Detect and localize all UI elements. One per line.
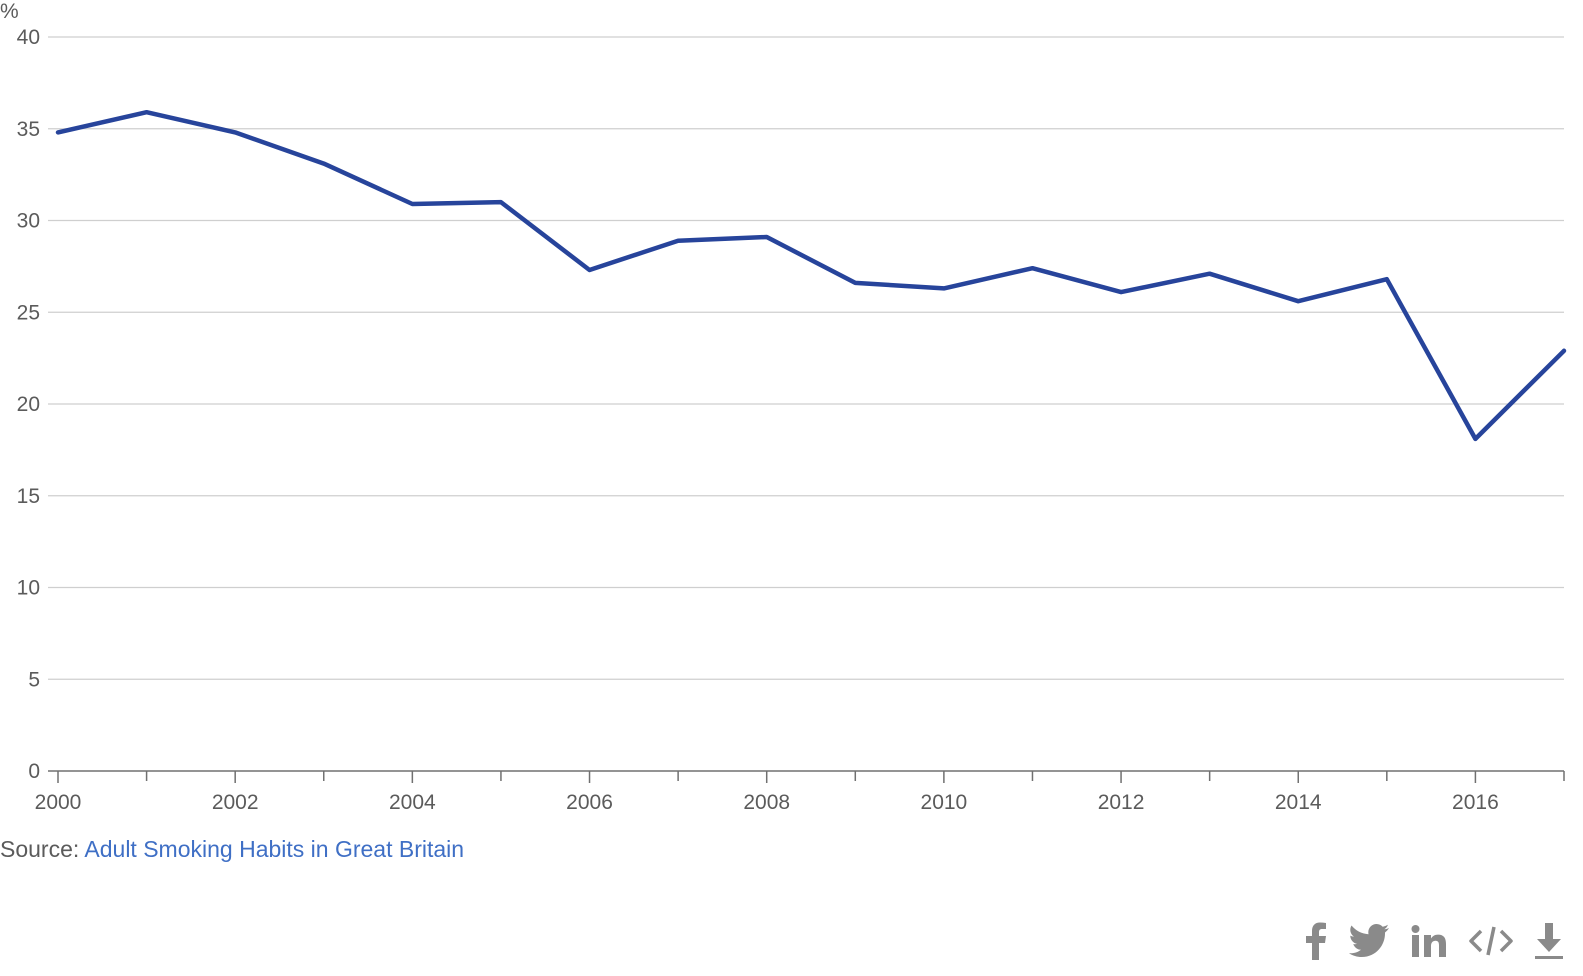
y-axis-unit-label: %: [0, 0, 19, 23]
y-tick-label: 30: [17, 210, 40, 233]
source-prefix: Source:: [0, 836, 85, 862]
x-tick-label: 2012: [1098, 791, 1145, 814]
series-line: [55, 109, 1567, 442]
x-tick-label: 2000: [35, 791, 82, 814]
source-line: Source: Adult Smoking Habits in Great Br…: [0, 836, 464, 863]
twitter-icon[interactable]: [1349, 924, 1389, 958]
x-tick-label: 2002: [212, 791, 259, 814]
x-tick-label: 2016: [1452, 791, 1499, 814]
linkedin-icon[interactable]: [1411, 925, 1447, 957]
x-tick-label: 2004: [389, 791, 436, 814]
x-tick-label: 2014: [1275, 791, 1322, 814]
y-tick-label: 5: [28, 668, 40, 691]
y-tick-label: 40: [17, 26, 40, 49]
download-icon[interactable]: [1535, 923, 1563, 959]
embed-code-icon[interactable]: [1469, 925, 1513, 957]
axes: 0 5 10 15 20 25 30 35 40 2000 2002 2004 2006 2008 2010…: [17, 26, 1565, 814]
share-toolbar: [1305, 922, 1563, 960]
y-tick-label: 20: [17, 393, 40, 416]
y-tick-label: 0: [28, 760, 40, 783]
facebook-icon[interactable]: [1305, 922, 1327, 960]
y-tick-label: 35: [17, 118, 40, 141]
x-tick-label: 2008: [743, 791, 790, 814]
source-link[interactable]: Adult Smoking Habits in Great Britain: [84, 836, 465, 862]
y-tick-label: 10: [17, 577, 40, 600]
x-tick-label: 2010: [921, 791, 968, 814]
y-tick-label: 15: [17, 485, 40, 508]
line-chart: 0 5 10 15 20 25 30 35 40 2000 2002 2004 2006 2008 2010…: [0, 0, 1567, 814]
y-tick-label: 25: [17, 301, 40, 324]
gridlines: [48, 36, 1564, 680]
series: [55, 109, 1567, 442]
x-tick-label: 2006: [566, 791, 613, 814]
